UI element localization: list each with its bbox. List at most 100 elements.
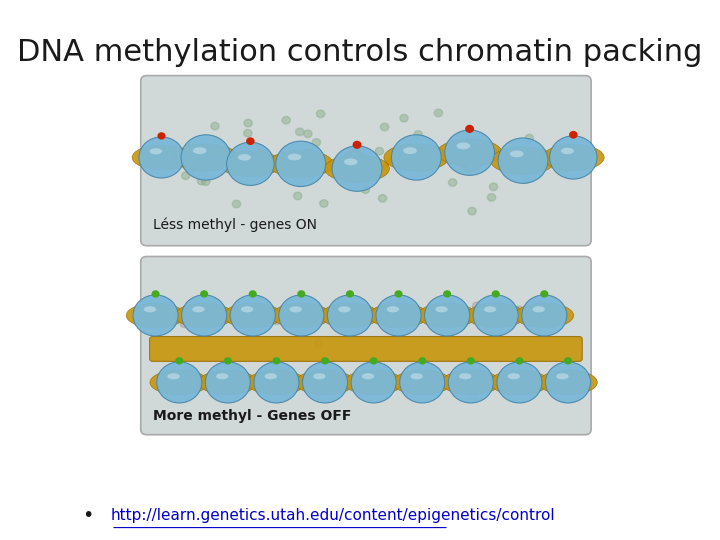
Circle shape <box>540 290 549 298</box>
Circle shape <box>434 109 443 117</box>
Circle shape <box>181 135 231 180</box>
Ellipse shape <box>456 143 470 149</box>
Ellipse shape <box>192 306 204 312</box>
Ellipse shape <box>410 373 423 379</box>
Circle shape <box>392 135 441 180</box>
Ellipse shape <box>490 147 555 174</box>
Ellipse shape <box>393 370 451 395</box>
Ellipse shape <box>467 303 525 328</box>
Ellipse shape <box>344 158 358 165</box>
Circle shape <box>569 131 577 139</box>
Circle shape <box>400 114 408 122</box>
Circle shape <box>282 117 290 124</box>
Circle shape <box>197 177 206 185</box>
FancyBboxPatch shape <box>150 336 582 361</box>
Circle shape <box>468 207 476 215</box>
Ellipse shape <box>175 303 233 328</box>
Ellipse shape <box>387 306 399 312</box>
Circle shape <box>408 156 416 163</box>
Ellipse shape <box>150 370 209 395</box>
Circle shape <box>139 137 184 178</box>
Ellipse shape <box>325 155 390 182</box>
Circle shape <box>346 290 354 298</box>
Circle shape <box>205 362 251 403</box>
Circle shape <box>233 200 240 208</box>
Circle shape <box>395 290 402 298</box>
Ellipse shape <box>289 306 302 312</box>
Circle shape <box>445 130 495 176</box>
FancyBboxPatch shape <box>140 256 591 435</box>
Ellipse shape <box>369 303 428 328</box>
Ellipse shape <box>556 373 569 379</box>
Circle shape <box>467 357 475 364</box>
Ellipse shape <box>484 306 496 312</box>
Circle shape <box>472 302 481 309</box>
Ellipse shape <box>436 306 448 312</box>
Circle shape <box>353 141 361 149</box>
Circle shape <box>181 295 227 336</box>
Circle shape <box>369 357 378 364</box>
Circle shape <box>230 295 275 336</box>
Circle shape <box>254 362 299 403</box>
Ellipse shape <box>272 303 330 328</box>
Circle shape <box>418 357 426 364</box>
Circle shape <box>546 362 590 403</box>
Ellipse shape <box>403 147 417 154</box>
Ellipse shape <box>384 144 449 171</box>
Circle shape <box>175 357 184 364</box>
Ellipse shape <box>144 306 156 312</box>
Circle shape <box>375 147 384 155</box>
Circle shape <box>497 362 542 403</box>
Circle shape <box>133 295 178 336</box>
Circle shape <box>158 132 166 140</box>
Circle shape <box>423 376 432 384</box>
Circle shape <box>449 362 493 403</box>
Circle shape <box>498 138 548 183</box>
Ellipse shape <box>490 370 549 395</box>
Circle shape <box>490 183 498 191</box>
Ellipse shape <box>338 306 351 312</box>
Circle shape <box>515 306 523 314</box>
FancyBboxPatch shape <box>140 76 591 246</box>
Ellipse shape <box>288 153 302 160</box>
Ellipse shape <box>344 370 403 395</box>
Circle shape <box>487 194 495 201</box>
Circle shape <box>332 146 382 191</box>
Circle shape <box>302 362 348 403</box>
Ellipse shape <box>220 151 282 177</box>
Ellipse shape <box>533 306 545 312</box>
Circle shape <box>224 357 232 364</box>
Ellipse shape <box>199 370 257 395</box>
Circle shape <box>351 362 396 403</box>
Circle shape <box>396 296 405 304</box>
Ellipse shape <box>362 373 374 379</box>
Ellipse shape <box>437 139 502 166</box>
Circle shape <box>414 131 423 138</box>
Circle shape <box>449 179 456 186</box>
Circle shape <box>248 290 257 298</box>
Ellipse shape <box>418 303 477 328</box>
Ellipse shape <box>216 373 228 379</box>
Ellipse shape <box>132 145 191 170</box>
Circle shape <box>312 139 320 146</box>
Circle shape <box>484 145 492 153</box>
Ellipse shape <box>126 303 185 328</box>
Text: More methyl - Genes OFF: More methyl - Genes OFF <box>153 409 351 423</box>
Ellipse shape <box>241 306 253 312</box>
Circle shape <box>180 320 189 328</box>
Ellipse shape <box>174 144 238 171</box>
Ellipse shape <box>150 148 162 154</box>
Circle shape <box>294 192 302 200</box>
Circle shape <box>243 130 252 137</box>
Circle shape <box>315 340 323 347</box>
Circle shape <box>279 295 324 336</box>
Ellipse shape <box>441 370 500 395</box>
Ellipse shape <box>313 373 325 379</box>
Ellipse shape <box>265 373 277 379</box>
Text: DNA methylation controls chromatin packing: DNA methylation controls chromatin packi… <box>17 38 703 67</box>
Circle shape <box>379 194 387 202</box>
Ellipse shape <box>459 373 472 379</box>
Circle shape <box>184 144 193 151</box>
Circle shape <box>273 317 281 325</box>
Text: Léss methyl - genes ON: Léss methyl - genes ON <box>153 218 317 232</box>
